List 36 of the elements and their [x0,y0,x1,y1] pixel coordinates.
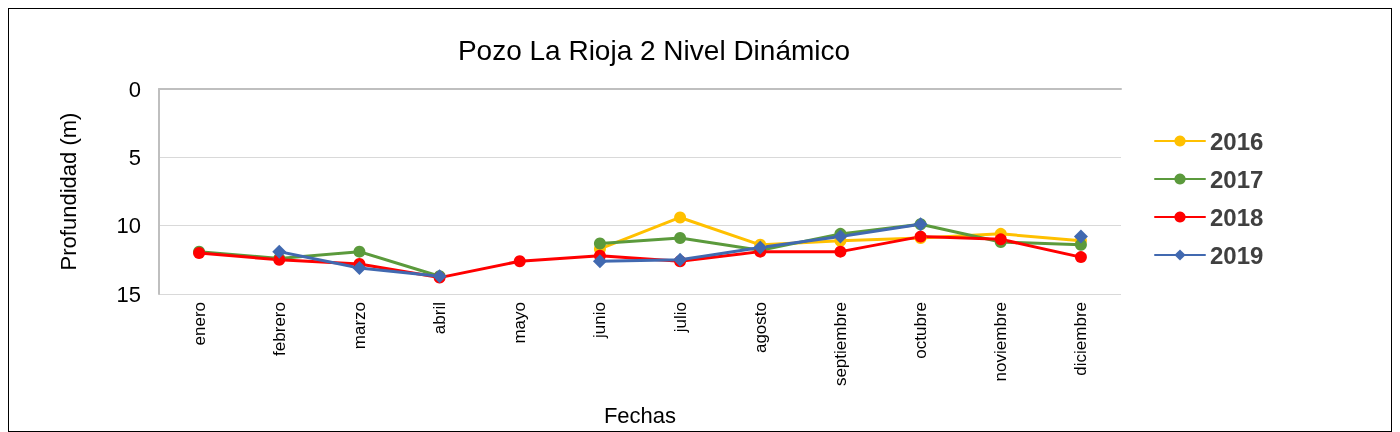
point [352,261,367,276]
x-tick-label: julio [670,302,690,334]
point [593,237,606,250]
legend-label: 2016 [1210,127,1264,155]
x-axis-title: Fechas [603,402,677,428]
legend-label: 2017 [1210,165,1264,193]
x-tick-label: junio [590,302,610,339]
x-tick-label: abril [430,302,450,335]
legend-label: 2018 [1210,203,1264,231]
y-axis-title: Profundidad (m) [55,112,81,271]
x-tick-label: septiembre [830,302,850,387]
point [1074,251,1087,264]
y-tick-label: 5 [128,144,141,170]
x-tick-label: agosto [750,302,770,354]
y-tick-label: 15 [116,281,141,307]
chart-title: Pozo La Rioja 2 Nivel Dinámico [457,34,851,66]
point [833,229,848,244]
point [674,231,687,244]
point [272,244,287,259]
x-tick-label: marzo [349,302,369,350]
legend-label: 2019 [1210,241,1264,269]
x-tick-label: octubre [911,302,931,359]
point [674,211,687,224]
x-tick-label: febrero [269,302,289,356]
point [1073,229,1088,244]
x-tick-label: diciembre [1071,302,1091,376]
point [753,240,768,255]
point [592,254,607,269]
y-tick-label: 0 [128,76,141,102]
point [834,245,847,258]
x-tick-label: mayo [510,302,530,344]
point [513,255,526,268]
point [353,245,366,258]
x-tick-label: enero [189,302,209,346]
x-tick-label: noviembre [991,302,1011,382]
y-tick-label: 10 [116,213,141,239]
